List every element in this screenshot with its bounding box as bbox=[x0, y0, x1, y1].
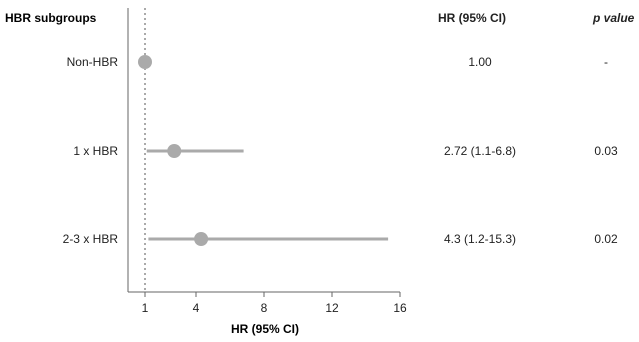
p-value: 0.03 bbox=[594, 144, 618, 158]
row-header: HBR subgroups bbox=[5, 11, 97, 25]
x-axis-label: HR (95% CI) bbox=[231, 322, 299, 336]
x-tick-label: 8 bbox=[261, 301, 268, 315]
row-label: Non-HBR bbox=[67, 55, 119, 69]
hr-point bbox=[194, 232, 209, 246]
p-column-header: p value bbox=[593, 11, 635, 25]
p-value: - bbox=[604, 55, 608, 69]
hr-point bbox=[167, 144, 182, 158]
x-tick-label: 1 bbox=[142, 301, 149, 315]
row-label: 2-3 x HBR bbox=[63, 232, 119, 246]
x-tick-label: 16 bbox=[393, 301, 407, 315]
hr-value: 4.3 (1.2-15.3) bbox=[443, 232, 517, 246]
hr-column-header: HR (95% CI) bbox=[438, 11, 507, 25]
x-tick-label: 12 bbox=[325, 301, 339, 315]
x-tick-label: 4 bbox=[193, 301, 200, 315]
hr-value: 1.00 bbox=[468, 55, 492, 69]
row-label: 1 x HBR bbox=[73, 144, 118, 158]
hr-point bbox=[138, 55, 152, 69]
p-value: 0.02 bbox=[594, 232, 618, 246]
hr-value: 2.72 (1.1-6.8) bbox=[443, 144, 517, 158]
